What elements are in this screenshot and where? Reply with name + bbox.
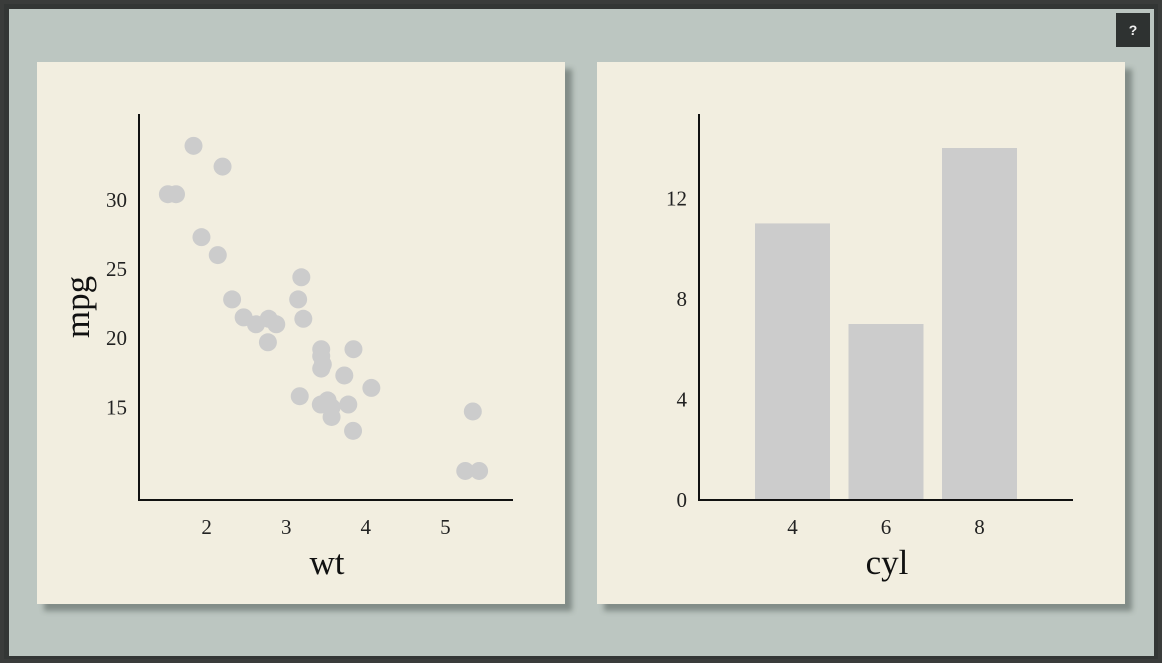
- scatter-point: [456, 461, 475, 480]
- scatter-point: [322, 398, 341, 417]
- scatter-point: [289, 290, 308, 309]
- bar-cyl-8: [942, 148, 1017, 500]
- scatter-x-tick-label: 3: [281, 515, 292, 539]
- scatter-panel: 2 3 4 5 15 20 25 30 wt mpg: [37, 62, 565, 604]
- scatter-y-tick-labels: 15 20 25 30: [106, 188, 127, 420]
- scatter-point: [208, 246, 227, 265]
- scatter-x-tick-labels: 2 3 4 5: [201, 515, 450, 539]
- scatter-point: [335, 366, 354, 385]
- bar-x-tick-labels: 4 6 8: [787, 515, 985, 539]
- scatter-points: [158, 136, 489, 480]
- scatter-point: [192, 228, 211, 247]
- scatter-chart: 2 3 4 5 15 20 25 30 wt mpg: [58, 114, 513, 582]
- bar-cyl-4: [755, 223, 830, 500]
- scatter-x-tick-label: 4: [361, 515, 372, 539]
- scatter-point: [258, 333, 277, 352]
- bars: [755, 148, 1017, 500]
- window-frame: ? 2 3 4 5 15 20 25 30 wt mpg 4 6 8 0 4 8 12 cyl: [4, 4, 1158, 659]
- scatter-point: [290, 387, 309, 406]
- scatter-y-tick-label: 15: [106, 395, 127, 419]
- bar-x-tick-label: 8: [974, 515, 985, 539]
- scatter-y-tick-label: 30: [106, 188, 127, 212]
- bar-chart: 4 6 8 0 4 8 12 cyl: [666, 114, 1073, 582]
- scatter-point: [344, 421, 363, 440]
- scatter-point: [362, 378, 381, 397]
- bar-y-tick-labels: 0 4 8 12: [666, 186, 688, 512]
- dashboard-canvas: ? 2 3 4 5 15 20 25 30 wt mpg 4 6 8 0 4 8 12 cyl: [9, 9, 1154, 656]
- scatter-point: [234, 308, 253, 327]
- scatter-point: [184, 136, 203, 155]
- scatter-y-tick-label: 20: [106, 326, 127, 350]
- scatter-x-tick-label: 2: [201, 515, 212, 539]
- scatter-point: [339, 395, 358, 414]
- bar-x-tick-label: 4: [787, 515, 798, 539]
- scatter-point: [312, 359, 331, 378]
- scatter-x-axis-title: wt: [310, 543, 345, 582]
- scatter-x-tick-label: 5: [440, 515, 451, 539]
- bar-y-tick-label: 12: [666, 186, 687, 210]
- scatter-point: [463, 402, 482, 421]
- scatter-point: [294, 309, 313, 328]
- scatter-point: [213, 157, 232, 176]
- scatter-y-axis-title: mpg: [58, 276, 97, 338]
- help-button[interactable]: ?: [1116, 13, 1150, 47]
- bar-cyl-6: [848, 324, 924, 500]
- scatter-point: [259, 309, 278, 328]
- bar-x-tick-label: 6: [881, 515, 892, 539]
- scatter-y-tick-label: 25: [106, 257, 127, 281]
- scatter-point: [470, 461, 489, 480]
- bar-y-tick-label: 0: [677, 488, 688, 512]
- scatter-point: [344, 340, 363, 359]
- scatter-point: [158, 185, 177, 204]
- bar-panel: 4 6 8 0 4 8 12 cyl: [597, 62, 1125, 604]
- bar-y-tick-label: 8: [677, 287, 688, 311]
- scatter-point: [292, 268, 311, 287]
- scatter-point: [312, 340, 331, 359]
- scatter-point: [223, 290, 242, 309]
- bar-y-tick-label: 4: [677, 387, 688, 411]
- bar-x-axis-title: cyl: [866, 543, 909, 582]
